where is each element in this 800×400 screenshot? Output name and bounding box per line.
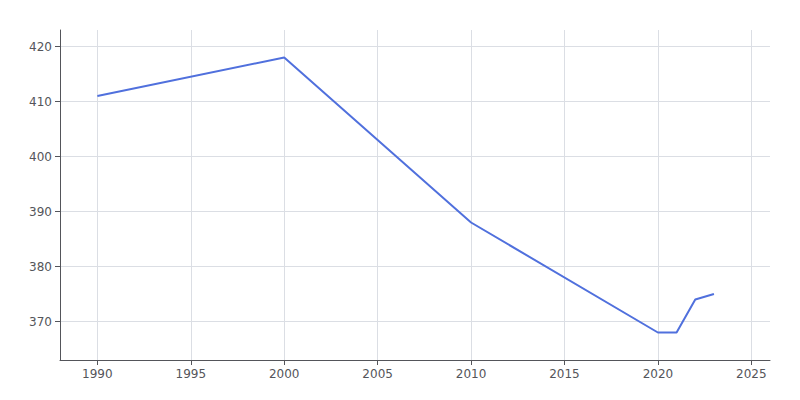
svg-text:2015: 2015 <box>549 367 580 381</box>
svg-text:2010: 2010 <box>456 367 487 381</box>
svg-text:1990: 1990 <box>82 367 113 381</box>
svg-text:2025: 2025 <box>736 367 767 381</box>
svg-text:2020: 2020 <box>643 367 674 381</box>
svg-text:2005: 2005 <box>362 367 393 381</box>
svg-text:370: 370 <box>29 315 52 329</box>
svg-text:1995: 1995 <box>176 367 207 381</box>
svg-text:2000: 2000 <box>269 367 300 381</box>
svg-text:420: 420 <box>29 40 52 54</box>
svg-text:390: 390 <box>29 205 52 219</box>
svg-text:400: 400 <box>29 150 52 164</box>
svg-text:410: 410 <box>29 95 52 109</box>
svg-text:380: 380 <box>29 260 52 274</box>
